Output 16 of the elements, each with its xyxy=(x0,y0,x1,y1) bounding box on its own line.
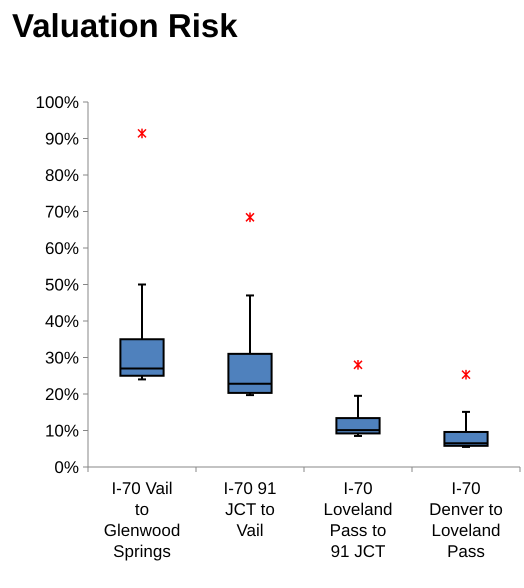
chart-title: Valuation Risk xyxy=(12,7,238,44)
y-tick-label: 0% xyxy=(54,458,79,477)
x-tick-label: I-70 Loveland Pass to 91 JCT xyxy=(323,479,393,561)
x-tick-label: I-70 91 JCT to Vail xyxy=(224,479,276,540)
y-tick-label: 90% xyxy=(44,129,79,148)
y-tick-label: 70% xyxy=(44,202,79,222)
y-tick-label: 50% xyxy=(44,275,79,294)
y-tick-label: 30% xyxy=(44,348,79,368)
y-tick-label: 80% xyxy=(44,166,79,185)
y-tick-label: 40% xyxy=(44,312,79,331)
x-tick-label: I-70 Denver to Loveland Pass xyxy=(429,479,503,561)
y-tick-label: 100% xyxy=(36,92,79,112)
y-tick-label: 60% xyxy=(44,238,79,258)
x-tick-label: I-70 Vail to Glenwood Springs xyxy=(104,479,180,561)
y-tick-label: 10% xyxy=(44,421,79,440)
y-tick-label: 20% xyxy=(44,384,79,404)
